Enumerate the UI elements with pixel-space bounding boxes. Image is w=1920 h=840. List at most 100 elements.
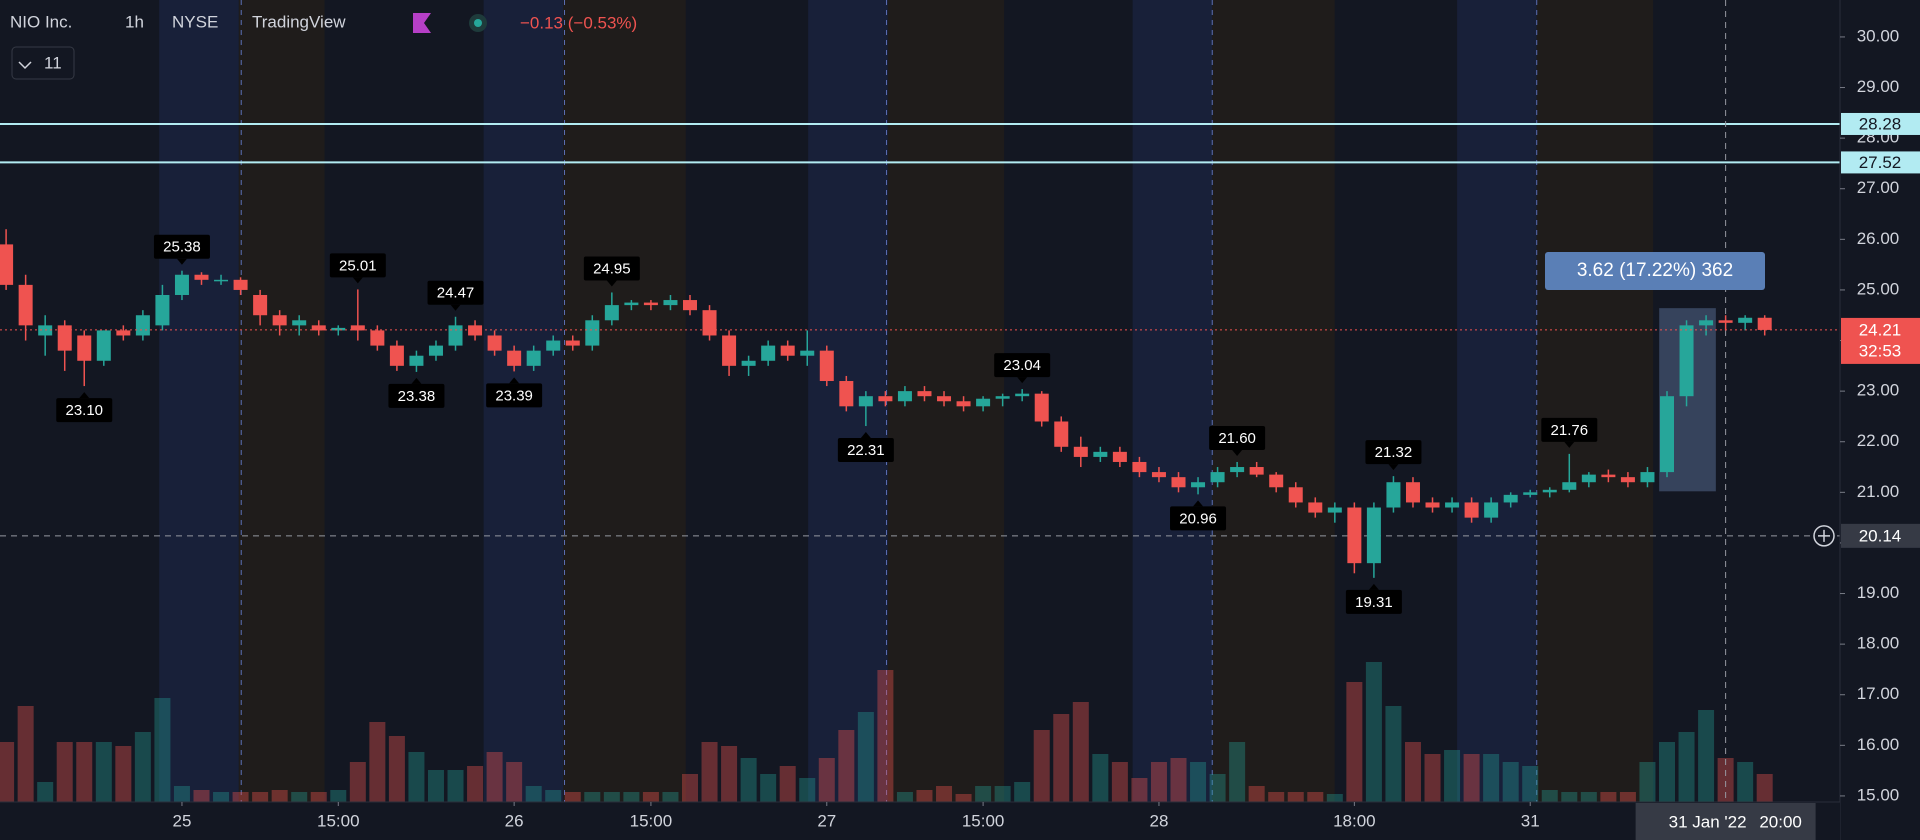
candle-body bbox=[1093, 451, 1108, 457]
volume-bar bbox=[682, 774, 698, 802]
crosshair-price-tag bbox=[1841, 523, 1920, 548]
candle-body bbox=[1620, 477, 1635, 483]
volume-bar bbox=[916, 790, 933, 802]
candle-body bbox=[1484, 502, 1499, 518]
candle-body bbox=[174, 274, 189, 295]
candle-body bbox=[780, 345, 795, 356]
low-label: 22.31 bbox=[847, 442, 885, 459]
y-tick-label: 29.00 bbox=[1857, 77, 1900, 96]
candle-body bbox=[1542, 489, 1557, 493]
indicators-button[interactable] bbox=[11, 46, 75, 80]
volume-bar bbox=[818, 758, 835, 802]
candle-body bbox=[604, 305, 619, 321]
candle-body bbox=[565, 340, 580, 346]
candle-body bbox=[1503, 494, 1518, 503]
candle-body bbox=[292, 320, 307, 326]
candle-body bbox=[1757, 317, 1772, 330]
volume-bar bbox=[1619, 792, 1636, 802]
volume-bar bbox=[271, 790, 288, 802]
last-price-tag bbox=[1841, 317, 1920, 364]
extreme-label-pointer bbox=[411, 377, 422, 384]
session-band bbox=[1212, 0, 1335, 802]
extreme-label-pointer bbox=[1017, 377, 1028, 384]
volume-bar bbox=[467, 766, 484, 802]
candle-body bbox=[1386, 482, 1401, 508]
candle-body bbox=[409, 355, 424, 366]
volume-bar bbox=[1014, 782, 1031, 802]
candle-body bbox=[428, 345, 443, 356]
volume-bar bbox=[1561, 792, 1578, 802]
candle-body bbox=[1015, 393, 1030, 397]
candle-body bbox=[448, 325, 463, 346]
volume-bar bbox=[975, 786, 992, 802]
extreme-label-pointer bbox=[352, 277, 363, 284]
volume-bar bbox=[1209, 774, 1226, 802]
candle-body bbox=[897, 391, 912, 402]
volume-bar bbox=[56, 742, 73, 802]
source: TradingView bbox=[252, 12, 346, 31]
x-tick-label: 27 bbox=[817, 811, 836, 830]
extreme-label-box bbox=[486, 383, 543, 408]
candle-body bbox=[57, 325, 72, 351]
volume-bar bbox=[1131, 778, 1148, 802]
volume-bar bbox=[799, 778, 816, 802]
status-dot[interactable] bbox=[474, 19, 482, 27]
candle-body bbox=[1230, 467, 1245, 473]
volume-bar bbox=[1072, 702, 1089, 802]
y-tick-label: 18.00 bbox=[1857, 634, 1900, 653]
candle-body bbox=[761, 345, 776, 361]
candle-body bbox=[1269, 474, 1284, 488]
volume-bar bbox=[779, 766, 796, 802]
candle-body bbox=[546, 340, 561, 351]
candle-body bbox=[1288, 487, 1303, 503]
candle-body bbox=[526, 350, 541, 366]
low-label: 23.39 bbox=[495, 387, 533, 404]
volume-bar bbox=[447, 770, 464, 802]
volume-bar bbox=[115, 746, 132, 802]
candle-body bbox=[995, 396, 1010, 399]
candle-body bbox=[272, 315, 287, 326]
low-label: 23.10 bbox=[65, 402, 103, 419]
candle-body bbox=[0, 244, 14, 285]
volume-bar bbox=[1541, 790, 1558, 802]
volume-bar bbox=[955, 794, 972, 802]
extreme-label-pointer bbox=[1368, 583, 1379, 590]
y-tick-label: 19.00 bbox=[1857, 583, 1900, 602]
volume-bar bbox=[154, 698, 171, 802]
candle-body bbox=[858, 396, 873, 407]
volume-bar bbox=[1346, 682, 1363, 802]
candle-body bbox=[1366, 507, 1381, 564]
price-axis bbox=[1840, 0, 1920, 840]
y-tick-label: 26.00 bbox=[1857, 229, 1900, 248]
candle-body bbox=[741, 360, 756, 366]
volume-bar bbox=[95, 742, 112, 802]
volume-bar bbox=[994, 786, 1011, 802]
high-label: 23.04 bbox=[1003, 357, 1041, 374]
extreme-label-pointer bbox=[1388, 464, 1399, 471]
countdown: 32:53 bbox=[1859, 341, 1902, 360]
candle-body bbox=[976, 398, 991, 407]
volume-bar bbox=[1385, 706, 1402, 802]
candle-body bbox=[1640, 472, 1655, 483]
session-band bbox=[1536, 0, 1654, 802]
candle-body bbox=[507, 350, 522, 366]
symbol: NIO Inc. bbox=[10, 12, 72, 31]
high-label: 21.60 bbox=[1218, 430, 1256, 447]
measure-label: 3.62 (17.22%) 362 bbox=[1577, 260, 1733, 281]
volume-bar bbox=[1365, 662, 1382, 802]
volume-bar bbox=[1404, 742, 1421, 802]
volume-bar bbox=[1150, 762, 1167, 802]
candle-body bbox=[917, 391, 932, 397]
candle-body bbox=[116, 330, 131, 336]
candle-body bbox=[1171, 477, 1186, 488]
high-label: 21.32 bbox=[1375, 444, 1413, 461]
crosshair-price-label: 20.14 bbox=[1859, 526, 1902, 545]
candle-body bbox=[839, 381, 854, 407]
volume-bar bbox=[1326, 794, 1343, 802]
candle-body bbox=[1425, 502, 1440, 508]
volume-bar bbox=[369, 722, 386, 802]
volume-bar bbox=[232, 792, 249, 802]
extreme-label-box bbox=[1170, 506, 1227, 531]
candle-body bbox=[38, 325, 53, 336]
